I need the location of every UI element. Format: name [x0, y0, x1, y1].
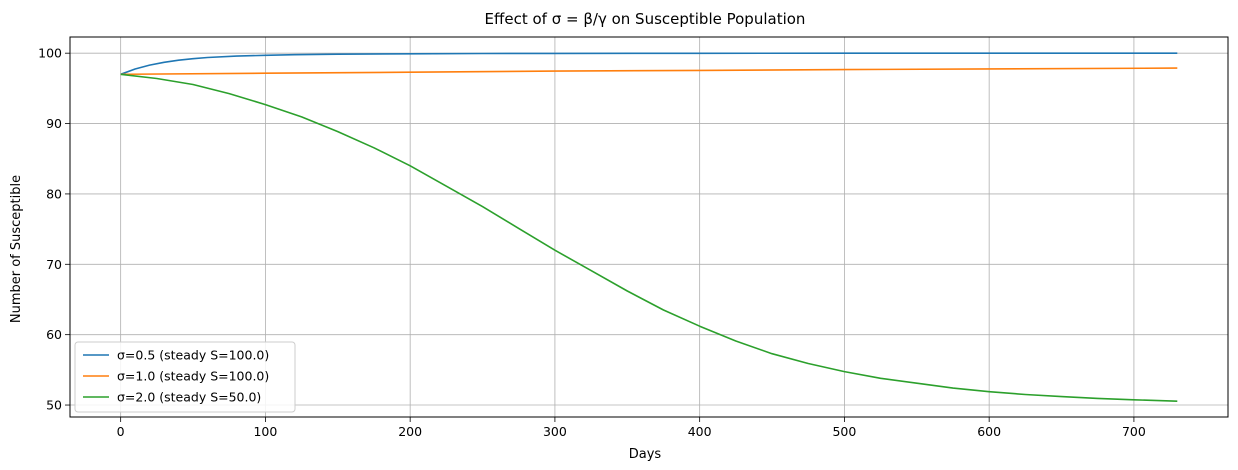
legend-label-2: σ=1.0 (steady S=100.0)	[117, 369, 269, 384]
y-tick-label: 90	[46, 116, 62, 131]
y-tick-label: 70	[46, 257, 62, 272]
legend-label-1: σ=0.5 (steady S=100.0)	[117, 348, 269, 363]
plot-frame	[69, 36, 1229, 418]
x-tick-label: 400	[688, 424, 712, 439]
x-tick-label: 100	[253, 424, 277, 439]
y-tick-label: 80	[46, 186, 62, 201]
axis-ticks: 0 100 200 300 400 500 600 700 50 60 70 80 90 100	[38, 46, 1146, 439]
x-tick-label: 0	[117, 424, 125, 439]
legend: σ=0.5 (steady S=100.0) σ=1.0 (steady S=10…	[74, 341, 296, 413]
chart-title: Effect of σ = β/γ on Susceptible Populat…	[485, 10, 806, 28]
y-tick-label: 50	[46, 398, 62, 413]
y-tick-label: 60	[46, 327, 62, 342]
y-axis-label: Number of Susceptible	[9, 175, 24, 323]
y-tick-label: 100	[38, 46, 62, 61]
x-tick-label: 700	[1122, 424, 1146, 439]
x-tick-label: 200	[398, 424, 422, 439]
x-tick-label: 600	[977, 424, 1001, 439]
series-line-1	[120, 52, 1178, 76]
series-lines	[120, 52, 1178, 402]
legend-box	[74, 341, 296, 413]
series-line-3	[120, 73, 1178, 402]
x-axis-label: Days	[629, 447, 662, 462]
x-tick-label: 300	[543, 424, 567, 439]
series-line-2	[120, 67, 1178, 76]
x-tick-label: 500	[832, 424, 856, 439]
legend-label-3: σ=2.0 (steady S=50.0)	[117, 390, 261, 405]
